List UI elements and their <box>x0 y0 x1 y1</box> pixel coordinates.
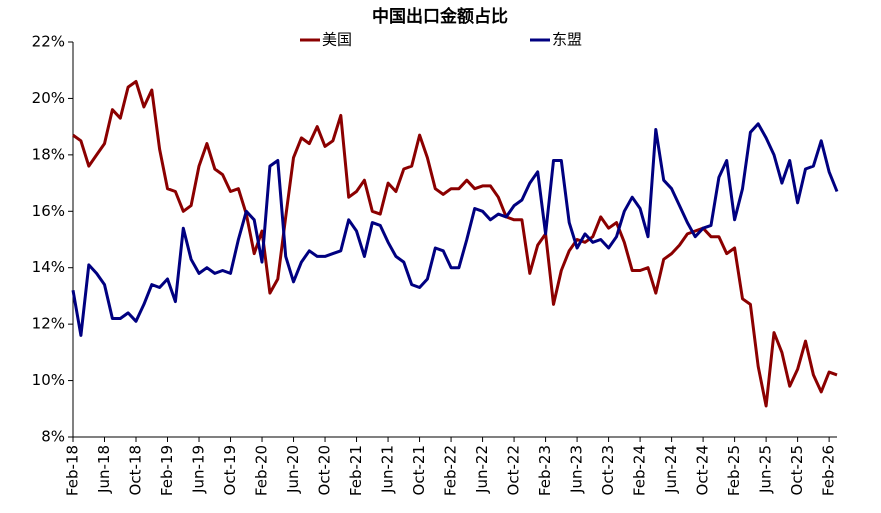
line <box>71 122 839 337</box>
x-tick-label: Jun-25 <box>757 445 775 494</box>
x-tick-label: Oct-25 <box>788 445 806 495</box>
x-tick-label: Feb-19 <box>158 445 176 496</box>
x-tick-label: Feb-25 <box>725 445 743 496</box>
legend-label: 美国 <box>322 31 352 49</box>
x-tick-label: Feb-20 <box>253 445 271 496</box>
x-tick-label: Feb-22 <box>442 445 460 496</box>
y-tick-label: 16% <box>32 202 65 220</box>
x-tick-label: Jun-18 <box>95 445 113 494</box>
x-tick-label: Feb-18 <box>64 445 82 496</box>
legend-label: 东盟 <box>552 31 582 49</box>
y-tick-label: 10% <box>32 371 65 389</box>
x-tick-label: Oct-21 <box>410 445 428 495</box>
x-tick-label: Jun-20 <box>284 445 302 494</box>
x-tick-label: Oct-23 <box>599 445 617 495</box>
x-tick-label: Feb-24 <box>631 445 649 496</box>
y-tick-label: 8% <box>41 428 65 446</box>
y-tick-label: 14% <box>32 258 65 276</box>
x-tick-label: Feb-23 <box>536 445 554 496</box>
x-tick-label: Jun-19 <box>190 445 208 494</box>
y-tick-label: 20% <box>32 89 65 107</box>
y-tick-label: 18% <box>32 145 65 163</box>
x-tick-label: Feb-21 <box>347 445 365 496</box>
x-tick-label: Jun-22 <box>473 445 491 494</box>
line <box>72 80 838 408</box>
x-tick-label: Oct-18 <box>127 445 145 495</box>
x-tick-label: Oct-22 <box>505 445 523 495</box>
x-tick-label: Feb-26 <box>820 445 838 496</box>
x-tick-label: Jun-24 <box>662 445 680 494</box>
x-tick-label: Oct-19 <box>221 445 239 495</box>
x-tick-label: Jun-21 <box>379 445 397 494</box>
x-tick-label: Oct-24 <box>694 445 712 495</box>
x-tick-label: Oct-20 <box>316 445 334 495</box>
chart-title: 中国出口金额占比 <box>372 6 508 27</box>
y-tick-label: 12% <box>32 315 65 333</box>
x-tick-label: Jun-23 <box>568 445 586 494</box>
y-tick-label: 22% <box>32 33 65 51</box>
